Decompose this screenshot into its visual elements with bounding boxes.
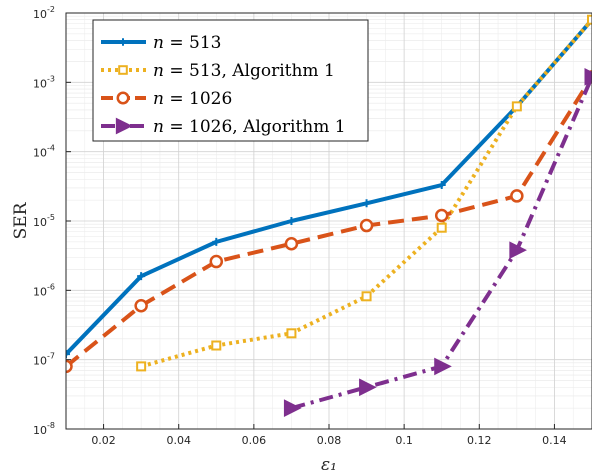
x-tick-label: 0.1 [395,434,413,447]
data-point [587,14,592,25]
data-point [134,298,148,313]
data-point [362,199,371,208]
data-point [359,378,377,397]
legend-label-rest: = 1026 [164,89,232,109]
data-point [116,91,130,105]
x-tick-label: 0.04 [166,434,191,447]
y-axis-title: SER [11,201,31,239]
data-point [287,217,296,225]
data-point [286,328,297,339]
y-tick-label: 10 [33,77,47,90]
legend-label-var: n [153,61,164,81]
legend-label: n = 1026 [153,89,232,109]
legend-label: n = 513, Algorithm 1 [153,61,335,81]
y-tick-label: 10 [33,285,47,298]
legend-label: n = 1026, Algorithm 1 [153,117,346,137]
data-point [115,117,133,135]
x-tick-label: 0.06 [242,434,267,447]
data-point [66,359,73,374]
y-tick-exponent: -8 [47,421,55,430]
x-tick-label: 0.14 [542,434,567,447]
y-tick-label: 10 [33,147,47,160]
legend-entry: n = 513, Algorithm 1 [101,61,335,81]
data-point [437,181,446,190]
x-axis-title: ε₁ [321,455,337,474]
y-tick-exponent: -6 [47,282,55,291]
y-tick-label: 10 [33,8,47,21]
data-point [283,399,302,417]
series-line [66,75,592,368]
data-point [511,101,522,112]
data-point [136,361,147,372]
x-tick-label: 0.12 [467,434,492,447]
data-point [137,272,146,281]
data-point [66,350,70,359]
data-point [359,218,374,233]
series-n-1026-algorithm-1 [283,68,592,417]
legend-label-var: n [153,89,164,109]
data-point [434,357,452,376]
legend-label-rest: = 513, Algorithm 1 [164,61,335,81]
data-point [584,68,592,86]
data-point [361,291,372,302]
data-point [434,208,449,223]
y-tick-label: 10 [33,216,47,229]
y-tick-exponent: -7 [47,352,55,361]
x-tick-label: 0.02 [91,434,116,447]
data-point [209,254,224,269]
legend-entry: n = 513 [101,33,221,53]
series-n-513-algorithm-1 [136,14,592,372]
legend-label-var: n [153,117,164,137]
y-tick-exponent: -2 [47,5,55,14]
legend-entry: n = 1026, Algorithm 1 [101,117,346,137]
data-point [510,189,524,203]
legend-entry: n = 1026 [101,89,232,109]
y-tick-label: 10 [33,355,47,368]
series-lines [66,14,592,417]
series-line [66,18,592,356]
y-tick-exponent: -5 [47,213,55,222]
data-point [509,241,527,259]
x-axis-title-text: ε₁ [321,455,337,474]
data-point [211,340,222,351]
y-tick-exponent: -4 [47,144,55,153]
y-tick-label: 10 [33,424,47,437]
legend-label-rest: = 513 [164,33,222,53]
data-point [212,237,221,246]
legend-label-var: n [153,33,164,53]
y-tick-exponent: -3 [47,74,55,83]
data-point [436,222,447,233]
legend-label: n = 513 [153,33,221,53]
data-point [284,236,299,251]
data-point [119,38,127,46]
data-point [118,65,128,75]
legend-label-rest: = 1026, Algorithm 1 [164,117,346,137]
x-tick-label: 0.08 [317,434,342,447]
